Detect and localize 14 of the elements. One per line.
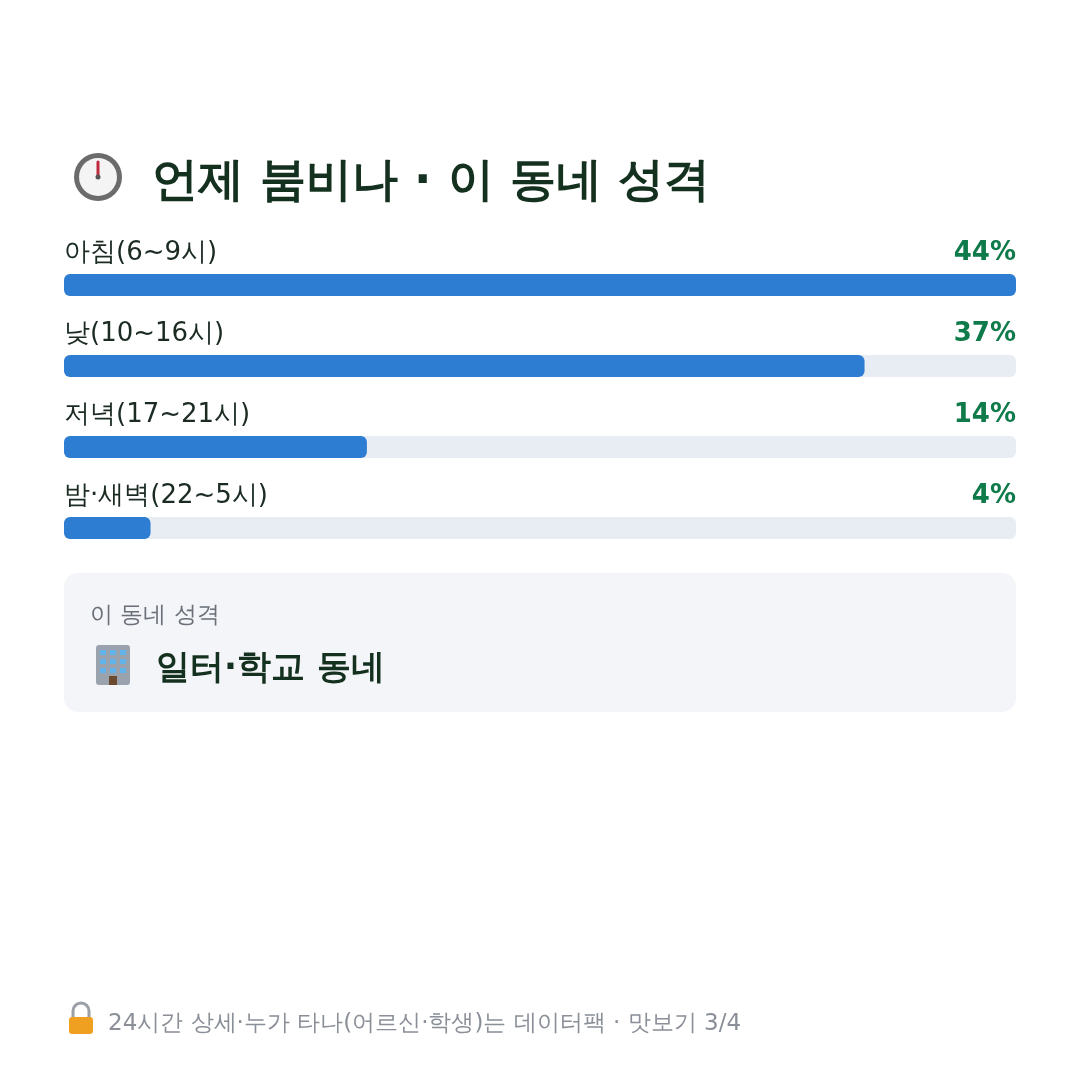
bar (64, 517, 151, 539)
y-tick-label: 저녁(17~21시) (64, 398, 251, 428)
data-label: 37% (953, 317, 1016, 347)
text: 이 동네 성격 (90, 601, 220, 627)
text: 일터·학교 동네 (156, 646, 385, 686)
data-label: 44% (953, 236, 1016, 266)
chart-title: 언제 붐비나 · 이 동네 성격 (152, 152, 710, 206)
text: 24시간 상세·누가 타나(어르신·학생)는 데이터팩 · 맛보기 3/4 (108, 1009, 742, 1035)
data-label: 14% (953, 398, 1016, 428)
y-tick-label: 아침(6~9시) (64, 236, 218, 266)
y-tick-label: 낮(10~16시) (64, 317, 225, 347)
bar (64, 436, 367, 458)
y-tick-label: 밤·새벽(22~5시) (64, 479, 268, 509)
data-label: 4% (971, 479, 1016, 509)
